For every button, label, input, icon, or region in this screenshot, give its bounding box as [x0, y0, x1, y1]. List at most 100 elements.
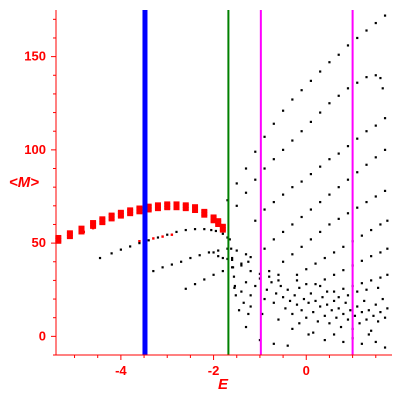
data-point — [365, 29, 368, 32]
band-point — [117, 211, 124, 214]
band-point — [192, 207, 199, 210]
band-point — [173, 207, 180, 211]
data-point — [295, 303, 299, 306]
data-point — [249, 269, 252, 273]
data-point — [198, 254, 201, 257]
band-point — [192, 204, 199, 207]
data-point — [233, 284, 236, 288]
data-point — [235, 182, 238, 185]
data-point — [156, 236, 160, 239]
data-point — [316, 320, 319, 323]
data-point — [374, 195, 377, 198]
data-point — [346, 87, 350, 90]
band-point — [182, 203, 189, 207]
data-point — [360, 282, 363, 285]
data-point — [300, 215, 303, 219]
data-point — [300, 130, 303, 133]
data-point — [365, 76, 368, 79]
band-point — [78, 227, 85, 230]
band-point — [173, 206, 180, 209]
data-point — [263, 135, 266, 138]
data-point — [337, 152, 340, 155]
data-point — [291, 327, 294, 330]
data-point — [281, 230, 285, 234]
data-point — [244, 325, 248, 329]
data-point — [272, 200, 275, 204]
band-point — [66, 235, 73, 238]
data-point — [268, 275, 271, 278]
data-point — [305, 268, 308, 271]
band-point — [78, 228, 85, 232]
data-point — [254, 284, 257, 288]
band-point — [154, 208, 161, 212]
y-tick-label: 100 — [24, 142, 46, 157]
band-point — [145, 206, 152, 210]
data-point — [170, 263, 173, 266]
band-point — [210, 219, 217, 222]
data-point — [337, 186, 340, 189]
data-point — [272, 158, 275, 161]
data-point — [328, 102, 331, 105]
band-point — [108, 217, 115, 220]
data-point — [228, 238, 231, 241]
data-point — [312, 311, 315, 314]
x-tick-label: -4 — [115, 363, 127, 378]
red-point — [82, 230, 86, 234]
data-point — [295, 279, 299, 282]
band-point — [192, 210, 199, 214]
data-point — [326, 290, 329, 293]
data-point — [356, 81, 359, 84]
data-point — [193, 228, 197, 231]
red-point — [91, 226, 95, 230]
data-point — [309, 120, 312, 123]
data-point — [293, 294, 296, 297]
data-point — [383, 148, 387, 151]
data-point — [365, 163, 368, 166]
band-point — [219, 228, 226, 231]
band-point — [90, 224, 97, 228]
band-point — [108, 212, 115, 215]
data-point — [386, 307, 389, 310]
data-point — [240, 290, 243, 293]
data-point — [363, 299, 366, 303]
vertical-marker-lines — [142, 10, 354, 355]
band-point — [66, 233, 73, 236]
data-point — [300, 245, 303, 248]
data-point — [374, 124, 377, 127]
band-point — [201, 215, 208, 218]
data-point — [247, 260, 250, 263]
band-point — [90, 220, 97, 223]
data-point — [237, 309, 241, 312]
data-point — [367, 333, 370, 336]
data-point — [281, 260, 285, 263]
data-point — [356, 137, 359, 140]
data-point — [381, 297, 384, 301]
data-point — [175, 230, 178, 234]
data-point — [298, 286, 301, 289]
data-point — [254, 178, 257, 181]
data-point — [319, 165, 322, 168]
band-point — [145, 205, 152, 208]
data-point — [319, 70, 322, 73]
data-point — [376, 286, 380, 289]
data-point — [295, 273, 299, 276]
data-point — [184, 228, 187, 232]
data-point — [277, 279, 280, 282]
data-point — [342, 287, 345, 290]
data-point — [370, 329, 373, 332]
band-point — [182, 202, 189, 205]
data-point — [372, 314, 375, 317]
data-point — [383, 316, 387, 319]
data-point — [328, 193, 331, 196]
data-point — [349, 309, 352, 312]
data-point — [309, 173, 312, 176]
data-point — [346, 178, 350, 181]
data-point — [265, 288, 268, 291]
data-point — [189, 256, 192, 260]
data-point — [119, 248, 122, 251]
data-point — [247, 312, 250, 316]
data-point — [342, 269, 345, 272]
band-point — [201, 208, 208, 212]
band-point — [192, 205, 199, 209]
band-point — [117, 213, 124, 216]
